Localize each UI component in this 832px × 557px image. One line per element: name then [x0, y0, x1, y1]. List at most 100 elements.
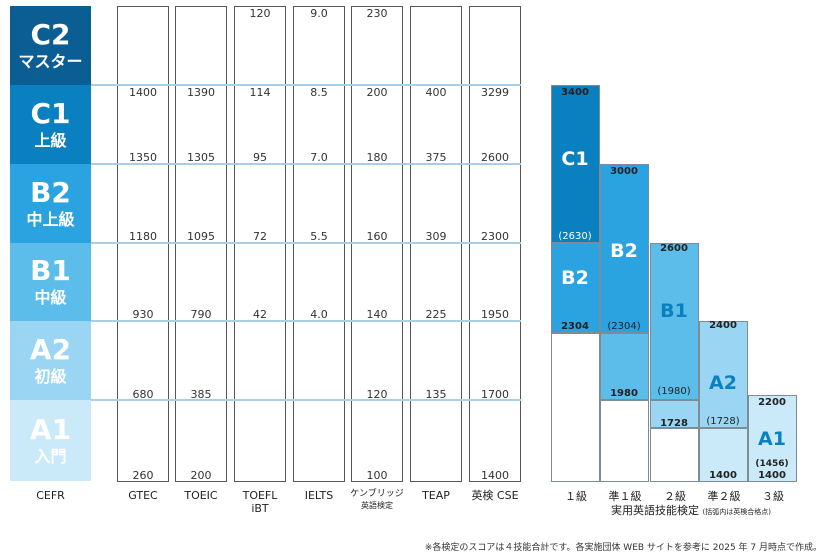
test-label-line1: TOEIC — [184, 489, 218, 502]
cefr-code: C2 — [30, 17, 71, 51]
score-value: 95 — [253, 151, 267, 164]
score-value: 200 — [190, 469, 212, 482]
level-line — [91, 399, 521, 401]
score-value: 114 — [249, 86, 271, 99]
test-label-line1: ケンブリッジ — [350, 489, 404, 499]
score-value: 5.5 — [310, 230, 328, 243]
eiken-grade-label: 準１級 — [608, 490, 642, 503]
eiken-pre2-a2-band — [699, 321, 748, 428]
score-value: 1950 — [481, 308, 509, 321]
eiken-score: 2304 — [561, 321, 589, 332]
level-line — [91, 242, 521, 244]
score-value: 120 — [249, 7, 271, 20]
score-value: 400 — [425, 86, 447, 99]
score-value: 1400 — [129, 86, 157, 99]
score-value: 100 — [366, 469, 388, 482]
cefr-sub: マスター — [18, 51, 83, 71]
score-value: 140 — [366, 308, 388, 321]
eiken-cefr-label: B2 — [561, 267, 589, 289]
eiken-pass-score: (1728) — [706, 416, 740, 427]
cefr-level-a2: A2 初級 — [10, 321, 91, 400]
score-value: 72 — [253, 230, 267, 243]
score-value: 135 — [425, 388, 447, 401]
test-label: 英検 CSE — [465, 489, 525, 502]
eiken-grade2-below — [650, 428, 699, 482]
score-value: 1095 — [187, 230, 215, 243]
score-value: 1305 — [187, 151, 215, 164]
score-value: 385 — [190, 388, 212, 401]
test-label-line2: iBT — [251, 502, 269, 515]
eiken-grade-label: ２級 — [664, 490, 686, 503]
test-label-line1: TOEFL — [242, 489, 278, 502]
eiken-score: 2400 — [709, 320, 737, 331]
cefr-sub: 入門 — [34, 446, 67, 466]
eiken-pre2-a1-band — [699, 428, 748, 482]
eiken-grade-label: 準２級 — [707, 490, 741, 503]
test-label: TEAP — [406, 489, 466, 502]
eiken-grade3-a1-band — [748, 395, 797, 482]
eiken-pre1-b1-band — [600, 333, 649, 400]
score-value: 930 — [132, 308, 154, 321]
score-value: 7.0 — [310, 151, 328, 164]
eiken-title-row: 実用英語技能検定 (括弧内は英検合格点) — [560, 502, 822, 518]
test-column — [469, 6, 521, 482]
score-value: 260 — [132, 469, 154, 482]
test-label: TOEFL iBT — [230, 489, 290, 515]
eiken-score: 1400 — [709, 470, 737, 481]
score-value: 42 — [253, 308, 267, 321]
cefr-sub: 中上級 — [26, 209, 75, 229]
eiken-score: 1980 — [610, 388, 638, 399]
score-value: 790 — [190, 308, 212, 321]
cefr-sub: 中級 — [34, 288, 67, 307]
score-value: 1700 — [481, 388, 509, 401]
eiken-score: 3400 — [561, 87, 589, 98]
cefr-level-a1: A1 入門 — [10, 400, 91, 481]
score-value: 8.5 — [310, 86, 328, 99]
test-column — [234, 6, 286, 482]
score-value: 200 — [366, 86, 388, 99]
score-value: 4.0 — [310, 308, 328, 321]
eiken-cefr-label: C1 — [561, 148, 589, 170]
test-label-line1: IELTS — [304, 489, 334, 502]
cefr-sub: 初級 — [34, 366, 67, 386]
cefr-code: B1 — [30, 254, 71, 287]
test-column — [351, 6, 403, 482]
score-value: 2600 — [481, 151, 509, 164]
cefr-label: CEFR — [36, 489, 65, 502]
footnote: ※各検定のスコアは４技能合計です。各実施団体 WEB サイトを参考に 2025 … — [424, 543, 822, 553]
score-value: 309 — [425, 230, 447, 243]
test-column — [117, 6, 169, 482]
cefr-sub: 上級 — [34, 130, 67, 150]
cefr-code: B2 — [30, 175, 71, 209]
eiken-pre1-below — [600, 400, 649, 482]
eiken-note: (括弧内は英検合格点) — [702, 508, 771, 516]
eiken-pre1-b2-band — [600, 164, 649, 333]
eiken-cefr-label: B1 — [660, 300, 688, 322]
eiken-score: 2200 — [758, 397, 786, 408]
test-label-line1: GTEC — [128, 489, 158, 502]
test-column — [175, 6, 227, 482]
score-value: 680 — [132, 388, 154, 401]
test-label-line1: TEAP — [422, 489, 450, 502]
test-column — [410, 6, 462, 482]
eiken-pass-score: (2304) — [607, 321, 641, 332]
eiken-grade2-b1-band — [650, 243, 699, 400]
eiken-score: 3000 — [610, 166, 638, 177]
test-column — [293, 6, 345, 482]
score-value: 225 — [425, 308, 447, 321]
score-value: 375 — [425, 151, 447, 164]
test-label-line1: 英検 CSE — [471, 489, 519, 502]
score-value: 1390 — [187, 86, 215, 99]
cefr-code: C1 — [30, 96, 71, 130]
eiken-pass-score: (2630) — [558, 231, 592, 242]
score-value: 230 — [366, 7, 388, 20]
score-value: 180 — [366, 151, 388, 164]
cefr-level-c1: C1 上級 — [10, 85, 91, 164]
test-label-line2: 英語検定 — [361, 501, 393, 510]
eiken-grade1-below — [551, 333, 600, 482]
test-label: GTEC — [113, 489, 173, 502]
cefr-level-b2: B2 中上級 — [10, 164, 91, 243]
eiken-pass-score: (1980) — [657, 386, 691, 397]
cefr-level-c2: C2 マスター — [10, 6, 91, 85]
score-value: 3299 — [481, 86, 509, 99]
